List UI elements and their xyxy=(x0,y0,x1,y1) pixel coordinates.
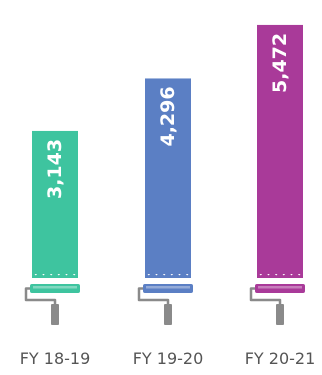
category-label: FY 20-21 xyxy=(245,349,316,368)
bar-value-label: 3,143 xyxy=(44,139,66,199)
roller-handle xyxy=(164,304,172,325)
bar xyxy=(145,78,191,274)
bar xyxy=(257,24,303,274)
bar xyxy=(32,130,78,274)
paint-roller-icon xyxy=(24,284,80,325)
roller-highlight xyxy=(146,286,190,289)
paint-roller-icon xyxy=(137,284,193,325)
roller-highlight xyxy=(258,286,302,289)
bar-group-3: 5,472 FY 20-21 xyxy=(245,24,316,368)
paint-fringe xyxy=(257,271,303,278)
roller-cylinder xyxy=(30,284,80,293)
roller-handle xyxy=(51,304,59,325)
category-label: FY 18-19 xyxy=(20,349,91,368)
paint-fringe xyxy=(145,271,191,278)
category-label: FY 19-20 xyxy=(133,349,204,368)
roller-arm xyxy=(137,287,170,304)
paint-fringe xyxy=(32,271,78,278)
bar-value-label: 4,296 xyxy=(157,86,179,146)
roller-arm xyxy=(24,287,57,304)
roller-cylinder xyxy=(143,284,193,293)
roller-arm xyxy=(249,287,282,304)
roller-cylinder xyxy=(255,284,305,293)
bar-value-label: 5,472 xyxy=(269,33,291,93)
roller-handle xyxy=(276,304,284,325)
paint-roller-icon xyxy=(249,284,305,325)
bar-group-1: 3,143 FY 18-19 xyxy=(20,130,91,368)
roller-highlight xyxy=(33,286,77,289)
bar-group-2: 4,296 FY 19-20 xyxy=(133,78,204,368)
